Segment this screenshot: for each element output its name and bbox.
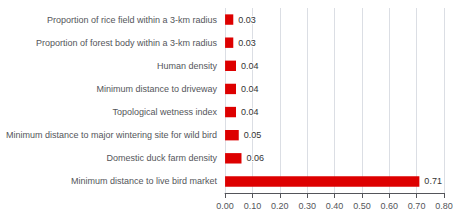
svg-text:0.80: 0.80 <box>435 201 453 211</box>
svg-text:Domestic duck farm density: Domestic duck farm density <box>107 153 218 163</box>
svg-text:Proportion of forest body with: Proportion of forest body within a 3-km … <box>36 38 218 48</box>
svg-text:Minimum distance to driveway: Minimum distance to driveway <box>97 84 218 94</box>
svg-text:Proportion of rice field withi: Proportion of rice field within a 3-km r… <box>47 15 218 25</box>
svg-text:0.04: 0.04 <box>241 61 259 71</box>
svg-text:0.10: 0.10 <box>244 201 262 211</box>
svg-text:0.03: 0.03 <box>238 15 256 25</box>
svg-text:0.40: 0.40 <box>326 201 344 211</box>
svg-text:0.70: 0.70 <box>408 201 426 211</box>
svg-text:0.71: 0.71 <box>424 176 442 186</box>
svg-text:0.00: 0.00 <box>216 201 234 211</box>
svg-text:0.30: 0.30 <box>298 201 316 211</box>
svg-text:Topological wetness index: Topological wetness index <box>112 107 217 117</box>
svg-text:0.04: 0.04 <box>241 107 259 117</box>
svg-text:0.05: 0.05 <box>244 130 262 140</box>
svg-text:Minimum distance to major wint: Minimum distance to major wintering site… <box>6 130 217 140</box>
svg-text:0.20: 0.20 <box>271 201 289 211</box>
svg-text:0.04: 0.04 <box>241 84 259 94</box>
svg-text:0.06: 0.06 <box>246 153 264 163</box>
svg-text:0.50: 0.50 <box>353 201 371 211</box>
svg-text:Minimum distance to live bird: Minimum distance to live bird market <box>71 176 218 186</box>
svg-text:0.03: 0.03 <box>238 38 256 48</box>
svg-text:0.60: 0.60 <box>381 201 399 211</box>
svg-text:Human density: Human density <box>157 61 218 71</box>
